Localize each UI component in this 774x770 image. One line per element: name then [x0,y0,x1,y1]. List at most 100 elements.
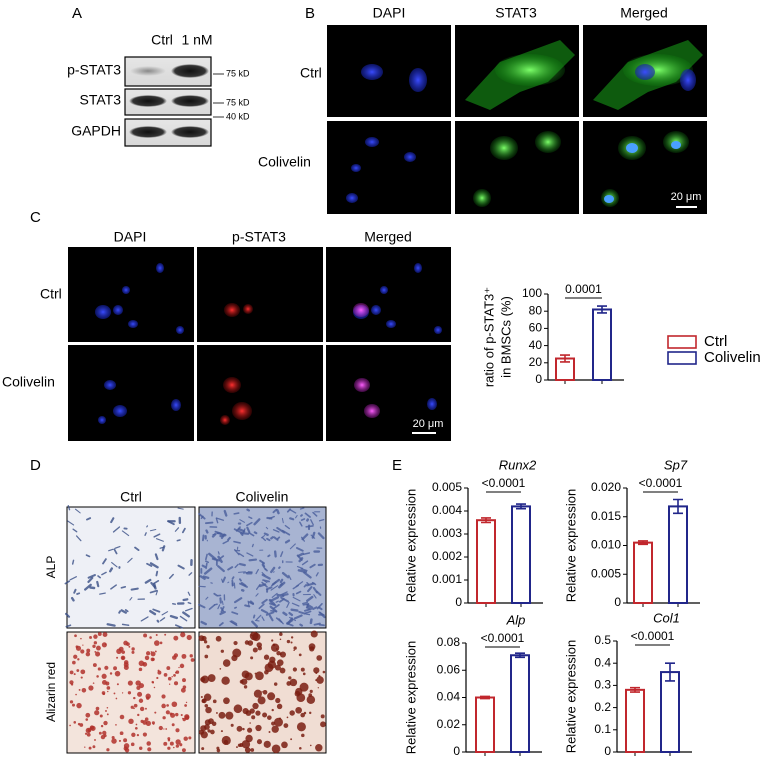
stain-texture [207,674,216,682]
stain-texture [205,562,208,570]
stain-texture [102,632,108,637]
stain-texture [251,543,254,548]
stain-texture [204,654,209,659]
row-label: Alizarin red [44,662,58,722]
stain-texture [270,566,276,574]
stain-texture [309,563,316,569]
stain-texture [211,721,217,727]
stain-texture [205,560,210,564]
stain-texture [241,670,250,679]
stain-texture [266,537,271,542]
stain-texture [203,567,213,575]
stain-texture [293,614,303,620]
stain-texture [257,696,266,705]
stain-texture [269,656,276,663]
stain-texture [234,563,239,569]
stain-texture [305,602,310,609]
stain-texture [65,612,71,618]
stain-texture [279,651,287,658]
stain-texture [322,670,326,674]
stain-texture [281,741,288,749]
stain-texture [157,669,160,672]
stain-texture [217,555,223,563]
stain-texture [247,727,253,733]
stain-texture [306,582,315,587]
stain-texture [216,746,220,750]
y-tick-label: 0.020 [591,480,621,494]
panel-label: B [305,5,315,22]
stain-texture [85,554,91,558]
y-tick-label: 0.08 [437,635,461,649]
stain-texture [162,716,166,720]
stain-texture [234,597,243,604]
stain-texture [150,581,156,589]
stain-texture [295,590,302,595]
stain-texture [219,611,226,616]
stain-texture [273,550,277,558]
stain-texture [127,691,132,695]
stain-texture [284,524,291,530]
stain-texture [288,676,292,680]
stain-texture [131,647,135,651]
stain-texture [198,512,206,520]
stain-texture [152,723,155,725]
stain-texture [306,606,311,611]
stain-texture [298,610,307,615]
stain-texture [106,707,109,709]
stain-texture [265,526,269,530]
column-header: Ctrl [120,489,142,505]
column-header: Colivelin [236,489,289,505]
stain-texture [176,539,181,542]
stain-texture [241,532,250,535]
stain-texture [270,585,279,591]
stain-texture [152,608,161,613]
error-bar [480,695,490,700]
stain-texture [188,572,193,576]
stain-texture [312,606,318,611]
stain-texture [182,611,190,618]
stain-texture [279,667,286,674]
stain-texture [225,711,234,720]
y-tick-label: 0.003 [432,526,462,540]
stain-texture [299,682,309,692]
stain-texture [308,643,316,650]
stain-texture [179,615,188,622]
stain-texture [101,571,107,576]
stain-texture [112,526,121,533]
stain-texture [310,519,314,526]
stain-texture [85,727,91,734]
stain-texture [279,638,282,641]
stain-texture [268,598,276,606]
stain-texture [244,604,251,608]
stain-texture [168,573,174,579]
stain-texture [255,724,262,732]
stain-texture [123,665,129,670]
stain-texture [175,712,179,717]
stain-texture [166,666,171,670]
stain-texture [127,680,133,686]
stain-texture [87,576,94,584]
stain-texture [252,614,256,619]
stain-texture [301,533,309,541]
stain-texture [74,508,81,514]
stain-texture [273,536,279,541]
stain-texture [213,603,218,606]
stain-texture [238,571,246,573]
stain-texture [174,527,180,532]
stain-texture [221,676,230,685]
stain-texture [289,678,298,687]
stain-texture [100,724,104,728]
stain-texture [301,733,305,738]
stain-texture [315,744,323,752]
bar [633,541,653,604]
stain-texture [220,606,225,613]
stain-texture [300,518,306,521]
stain-texture [135,680,141,686]
stain-texture [300,712,305,718]
column-header: Merged [620,5,667,21]
stain-texture [263,740,271,748]
stain-texture [201,564,206,568]
stain-texture [303,571,312,579]
stain-texture [221,578,224,583]
stain-texture [65,624,72,628]
